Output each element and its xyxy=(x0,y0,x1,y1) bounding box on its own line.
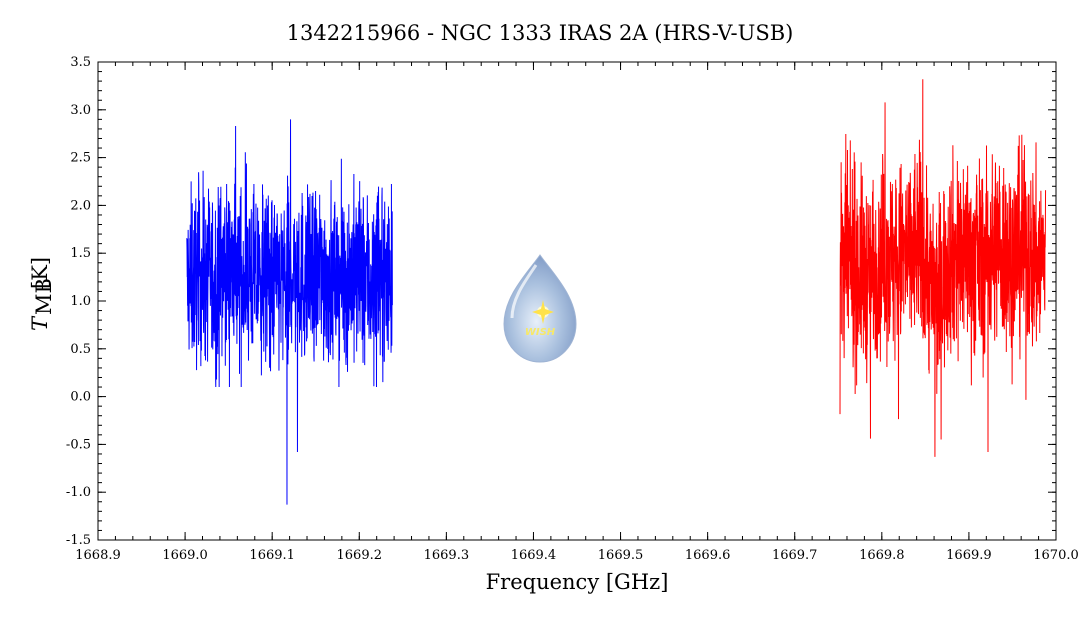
x-tick-label: 1669.0 xyxy=(162,548,208,563)
x-axis: 1668.9 1669.0 1669.1 1669.2 1669.3 1669.4 1669… xyxy=(75,62,1079,563)
y-tick-label: -1.5 xyxy=(66,533,91,548)
x-tick-label: 1669.2 xyxy=(337,548,383,563)
x-tick-label: 1669.6 xyxy=(685,548,731,563)
x-tick-label: 1669.7 xyxy=(772,548,818,563)
wish-label: WISH xyxy=(525,327,556,338)
x-tick-label: 1669.3 xyxy=(424,548,470,563)
y-tick-label: -0.5 xyxy=(66,437,91,452)
y-axis-title: T MB [K] xyxy=(28,257,56,331)
x-tick-label: 1670.0 xyxy=(1033,548,1079,563)
x-tick-label: 1669.1 xyxy=(249,548,295,563)
x-tick-label: 1669.9 xyxy=(946,548,992,563)
star-icon xyxy=(532,300,554,324)
y-axis-subscript: MB xyxy=(32,278,56,315)
series-line-2 xyxy=(839,79,1047,457)
y-tick-label: 3.0 xyxy=(70,103,91,118)
y-tick-label: 1.0 xyxy=(70,294,91,309)
y-axis: -1.5 -1.0 -0.5 0.0 0.5 1.0 1.5 2.0 2.5 3.0 3.5 xyxy=(66,55,1056,548)
y-tick-label: 3.5 xyxy=(70,55,91,70)
y-tick-label: 0.0 xyxy=(70,390,91,405)
y-tick-label: -1.0 xyxy=(66,485,91,500)
y-tick-label: 2.0 xyxy=(70,198,91,213)
x-tick-label: 1669.8 xyxy=(859,548,905,563)
y-tick-label: 2.5 xyxy=(70,151,91,166)
y-tick-label: 1.5 xyxy=(70,246,91,261)
chart-title: 1342215966 - NGC 1333 IRAS 2A (HRS-V-USB… xyxy=(287,21,794,45)
x-tick-label: 1668.9 xyxy=(75,548,121,563)
y-tick-label: 0.5 xyxy=(70,342,91,357)
x-tick-label: 1669.5 xyxy=(598,548,644,563)
series-line-1 xyxy=(186,119,393,505)
wish-logo: WISH xyxy=(503,254,577,363)
y-axis-symbol: T xyxy=(28,315,52,331)
series-group xyxy=(186,79,1047,505)
x-tick-label: 1669.4 xyxy=(511,548,557,563)
y-axis-unit: [K] xyxy=(28,257,52,289)
x-axis-title: Frequency [GHz] xyxy=(486,570,669,594)
